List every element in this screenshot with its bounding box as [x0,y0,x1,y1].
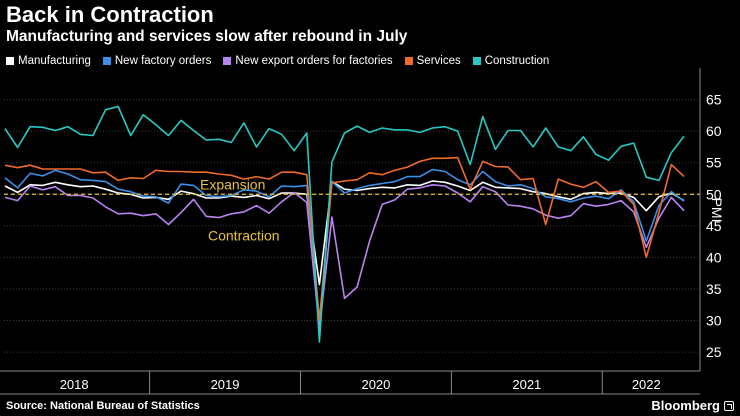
series-line-0 [4,180,685,286]
legend-label: New export orders for factories [235,55,393,67]
y-tick-label: 45 [706,218,722,234]
chart-title: Back in Contraction [6,2,214,27]
x-year-label: 2020 [361,377,390,392]
legend: Manufacturing New factory orders New expor… [6,55,549,67]
y-axis-label: PMI [709,198,725,223]
y-tick-label: 50 [706,186,722,202]
bloomberg-logo: Bloomberg [651,398,720,413]
legend-swatch [404,57,413,65]
source-note: Source: National Bureau of Statistics [6,400,200,412]
expansion-label: Expansion [200,176,265,192]
legend-item: New factory orders [102,55,212,67]
x-year-label: 2019 [211,377,240,392]
legend-item: Services [404,55,461,67]
series-line-2 [4,184,685,330]
x-year-label: 2022 [632,377,661,392]
legend-label: Manufacturing [18,55,91,67]
legend-swatch [223,57,232,65]
legend-swatch [6,57,14,65]
legend-label: Services [416,55,461,67]
terminal-link-icon [724,401,734,411]
y-tick-label: 55 [706,155,722,171]
y-tick-label: 35 [706,281,722,297]
legend-item: Manufacturing [6,55,91,67]
y-tick-label: 40 [706,249,722,265]
y-tick-label: 30 [706,313,722,329]
legend-swatch [472,57,481,65]
y-tick-label: 65 [706,92,722,108]
series-line-1 [4,168,685,326]
legend-label: New factory orders [114,55,212,67]
contraction-label: Contraction [208,227,280,243]
y-tick-label: 25 [706,344,722,360]
legend-item: New export orders for factories [223,55,393,67]
series-line-3 [4,156,685,321]
legend-swatch [102,57,111,65]
y-tick-label: 60 [706,123,722,139]
legend-label: Construction [484,55,550,67]
chart-subtitle: Manufacturing and services slow after re… [6,28,408,45]
series-line-4 [4,105,685,343]
x-year-label: 2021 [512,377,541,392]
legend-item: Construction [472,55,550,67]
x-year-label: 2018 [60,377,89,392]
